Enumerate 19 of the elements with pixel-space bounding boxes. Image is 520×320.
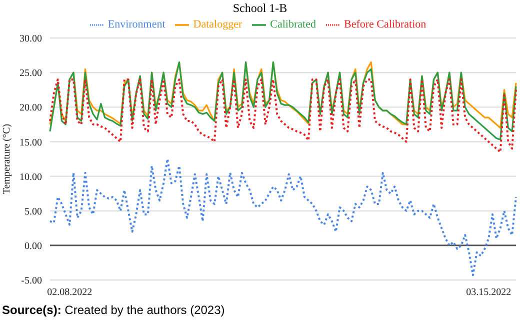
line-series bbox=[49, 78, 517, 154]
x-tick-label: 03.15.2022 bbox=[466, 287, 512, 298]
y-tick-label: 10.00 bbox=[20, 172, 42, 183]
y-tick-label: 15.00 bbox=[20, 137, 42, 148]
chart-title: School 1-B bbox=[232, 1, 288, 16]
source-note: Source(s): Created by the authors (2023) bbox=[2, 303, 225, 317]
y-tick-label: 0.00 bbox=[24, 240, 42, 252]
y-tick-label: 30.00 bbox=[20, 34, 42, 45]
y-tick-label: 20.00 bbox=[20, 102, 42, 114]
legend-label: Before Calibration bbox=[344, 18, 426, 31]
line-series bbox=[49, 158, 517, 276]
y-tick-label: 5.00 bbox=[24, 206, 42, 218]
x-tick-label: 02.08.2022 bbox=[47, 287, 92, 298]
y-tick-label: -5.00 bbox=[21, 276, 42, 287]
y-axis-title: Temperature (°C) bbox=[2, 124, 13, 194]
legend-label: Environment bbox=[108, 18, 166, 31]
legend-label: Calibrated bbox=[270, 18, 316, 31]
y-tick-label: 25.00 bbox=[20, 68, 42, 80]
legend-label: Datalogger bbox=[193, 18, 242, 31]
